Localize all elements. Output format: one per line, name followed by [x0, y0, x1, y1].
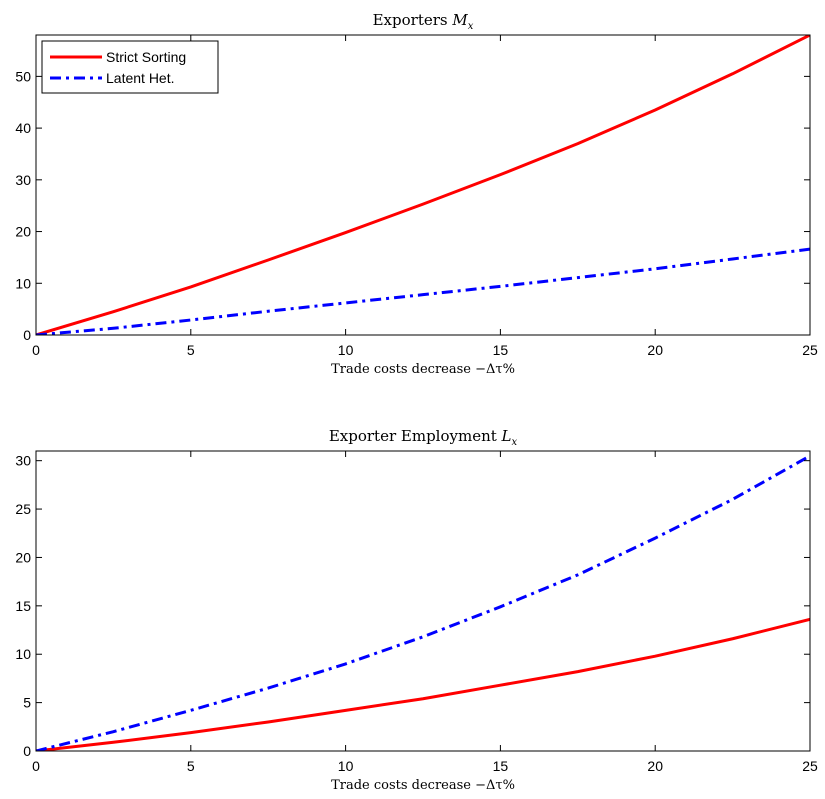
chart-title: Exporter Employment Lx — [329, 427, 518, 448]
axes-box — [35, 34, 811, 336]
x-axis-label: Trade costs decrease −Δτ% — [331, 362, 515, 377]
x-tick-label: 5 — [187, 758, 195, 774]
chart-title: Exporters Mx — [373, 11, 474, 32]
chart-title-variable: M — [451, 11, 468, 29]
y-tick-label: 20 — [15, 224, 31, 240]
legend-label: Strict Sorting — [106, 49, 186, 65]
legend-box — [41, 40, 219, 94]
y-tick-label: 0 — [23, 327, 31, 343]
chart-title-text: Exporters — [373, 11, 453, 29]
x-tick-label: 5 — [187, 342, 195, 358]
x-tick-label: 25 — [802, 758, 818, 774]
y-tick-label: 40 — [15, 120, 31, 136]
chart-title-text: Exporter Employment — [329, 427, 502, 445]
y-tick-label: 30 — [15, 172, 31, 188]
legend: Strict Sorting Latent Het. — [41, 40, 219, 94]
y-tick-label: 10 — [15, 646, 31, 662]
chart-title-subscript: x — [468, 21, 474, 32]
chart-2: Exporter Employment Lx 0 5 10 15 20 25 0 5 10 15 20… — [15, 427, 818, 793]
y-tick-label: 10 — [15, 275, 31, 291]
chart-title-variable: L — [501, 427, 512, 445]
x-tick-label: 15 — [493, 342, 509, 358]
x-tick-label: 10 — [338, 758, 354, 774]
x-tick-label: 20 — [647, 342, 663, 358]
y-tick-label: 25 — [15, 501, 31, 517]
axes-box — [35, 450, 811, 752]
y-tick-label: 20 — [15, 549, 31, 565]
legend-label: Latent Het. — [106, 70, 175, 86]
x-tick-label: 25 — [802, 342, 818, 358]
series-line-solid — [36, 35, 810, 335]
y-tick-label: 50 — [15, 68, 31, 84]
chart-title-subscript: x — [512, 437, 518, 448]
y-tick-label: 15 — [15, 598, 31, 614]
x-tick-label: 15 — [493, 758, 509, 774]
x-tick-label: 10 — [338, 342, 354, 358]
x-tick-label: 20 — [647, 758, 663, 774]
y-tick-label: 0 — [23, 743, 31, 759]
x-tick-label: 0 — [32, 758, 40, 774]
x-axis-label: Trade costs decrease −Δτ% — [331, 778, 515, 793]
y-tick-label: 30 — [15, 453, 31, 469]
x-tick-label: 0 — [32, 342, 40, 358]
series-line-dashdot — [36, 454, 810, 751]
y-tick-label: 5 — [23, 695, 31, 711]
series-line-solid — [36, 617, 810, 751]
series-line-dashdot — [36, 247, 810, 335]
chart-1: Exporters Mx 0 5 10 15 20 25 0 10 20 30 40 50 Trade c… — [15, 11, 818, 377]
